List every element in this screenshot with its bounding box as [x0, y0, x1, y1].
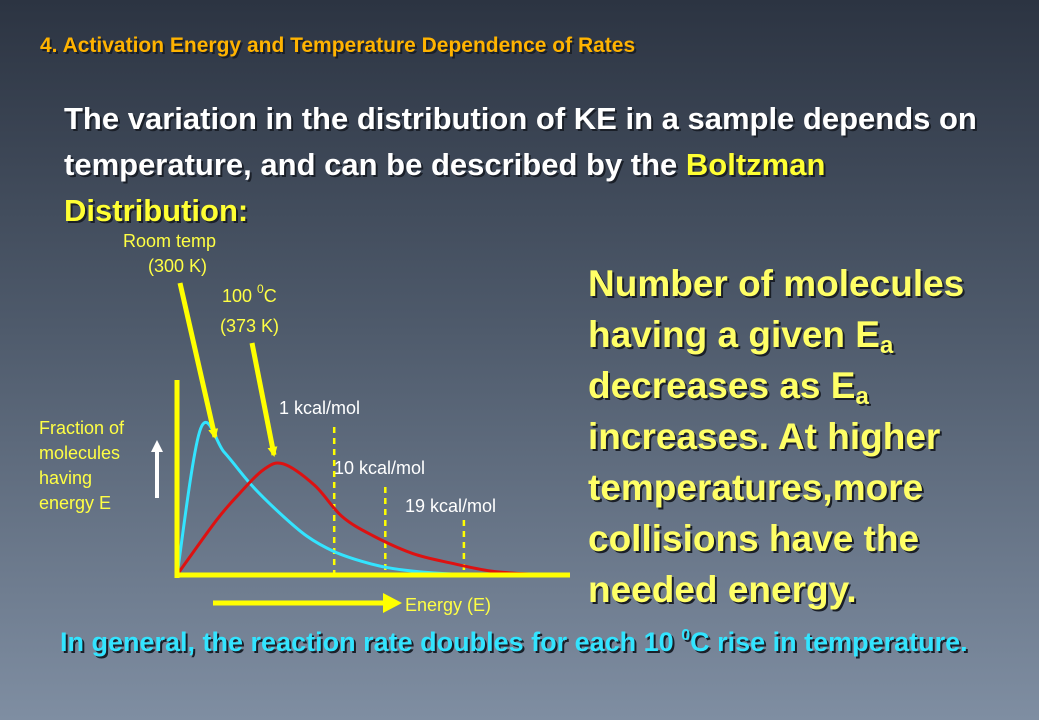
footer-note: In general, the reaction rate doubles fo…	[60, 627, 968, 657]
side-note-line: needed energy.	[588, 569, 857, 610]
hot-temp-arrow	[249, 342, 278, 457]
y-axis-label-2: molecules	[39, 443, 120, 463]
room-temp-label: Room temp	[123, 231, 216, 251]
side-note-line: collisions have the	[588, 518, 920, 559]
threshold-label: 10 kcal/mol	[334, 458, 425, 478]
side-note-line: Number of molecules	[588, 263, 965, 304]
hot-temp-label: 100 0C	[222, 282, 277, 306]
side-note-line: having a given Ea	[588, 314, 894, 359]
slide-title: 4. Activation Energy and Temperature Dep…	[40, 34, 636, 57]
side-note-line: decreases as Ea	[588, 365, 869, 410]
intro-highlight: Boltzman Distribution:	[64, 147, 826, 228]
room-temp-arrow	[177, 282, 219, 439]
threshold-label: 1 kcal/mol	[279, 398, 360, 418]
series-line	[175, 461, 571, 577]
side-note-line: temperatures,more	[588, 467, 924, 508]
y-axis-label-1: Fraction of	[39, 418, 125, 438]
x-direction-arrowhead	[383, 593, 402, 613]
intro-text-body: The variation in the distribution of KE …	[64, 101, 977, 182]
threshold-label: 19 kcal/mol	[405, 496, 496, 516]
y-axis-label-4: energy E	[39, 493, 111, 513]
side-note: Number of molecules having a given Ea de…	[588, 258, 1033, 615]
intro-text: The variation in the distribution of KE …	[64, 96, 984, 234]
room-temp-kelvin-label: (300 K)	[148, 256, 207, 276]
plot-area: 1 kcal/mol 10 kcal/mol 19 kcal/mol	[174, 380, 571, 578]
side-note-line: increases. At higher	[588, 416, 941, 457]
x-axis-label: Energy (E)	[405, 595, 491, 615]
y-axis-label-3: having	[39, 468, 92, 488]
hot-temp-kelvin-label: (373 K)	[220, 316, 279, 336]
